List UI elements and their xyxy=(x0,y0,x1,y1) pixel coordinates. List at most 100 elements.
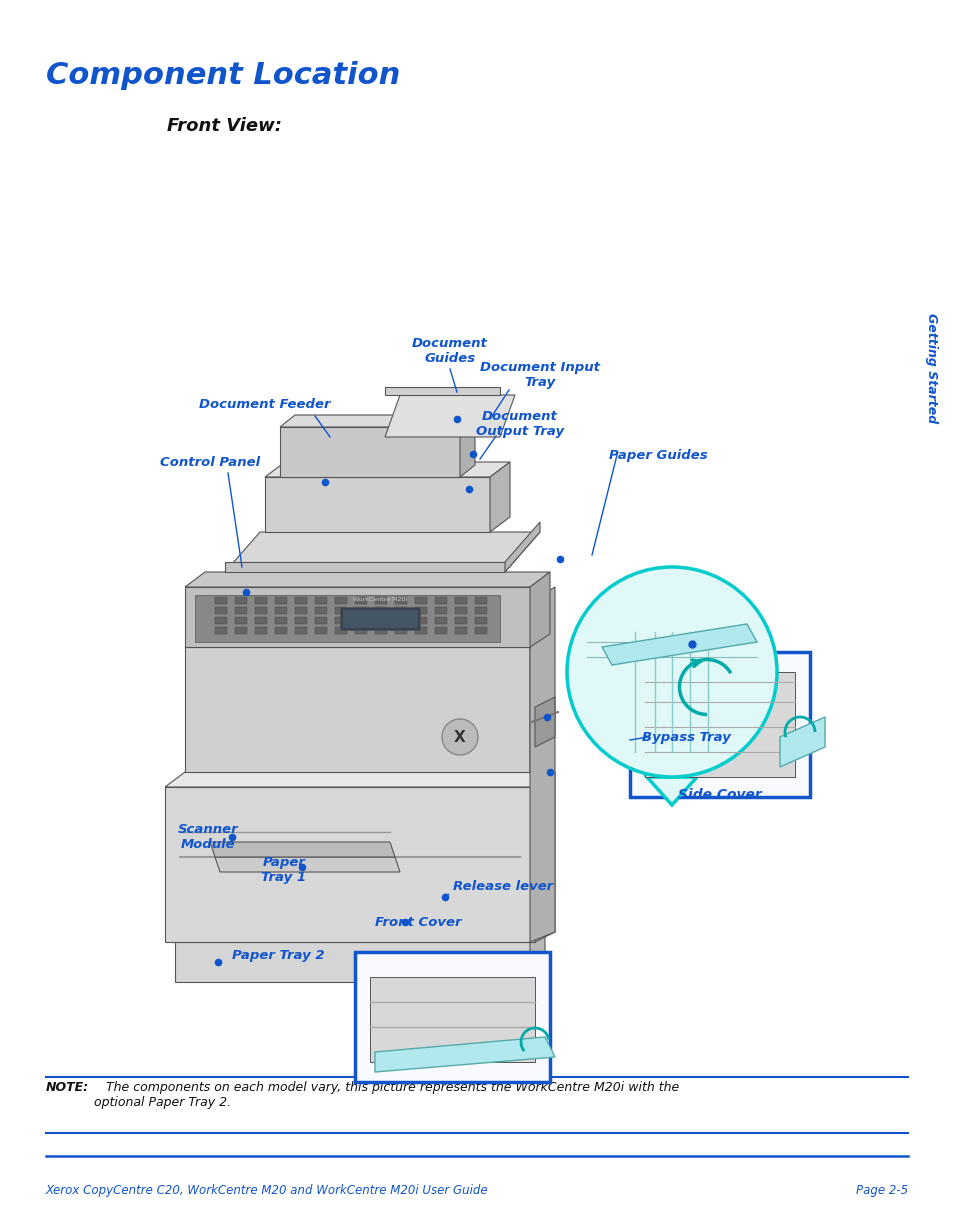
Bar xyxy=(475,617,486,625)
Polygon shape xyxy=(535,697,555,747)
Polygon shape xyxy=(185,587,530,647)
Bar xyxy=(214,627,227,634)
Text: Paper Tray 2: Paper Tray 2 xyxy=(232,948,324,962)
Bar xyxy=(375,598,387,604)
Bar xyxy=(214,598,227,604)
Bar xyxy=(355,607,367,614)
Bar xyxy=(395,627,407,634)
Bar xyxy=(274,607,287,614)
Polygon shape xyxy=(339,607,419,629)
Text: The components on each model vary, this picture represents the WorkCentre M20i w: The components on each model vary, this … xyxy=(93,1081,679,1109)
Polygon shape xyxy=(530,572,550,647)
Polygon shape xyxy=(165,772,555,787)
Bar xyxy=(475,627,486,634)
Text: Document
Guides: Document Guides xyxy=(412,337,487,364)
Bar xyxy=(214,607,227,614)
Polygon shape xyxy=(343,610,416,627)
Bar xyxy=(314,598,327,604)
Bar xyxy=(294,627,307,634)
Bar xyxy=(254,598,267,604)
Bar xyxy=(375,607,387,614)
Text: Bypass Tray: Bypass Tray xyxy=(640,730,730,744)
Polygon shape xyxy=(265,463,510,477)
Bar xyxy=(355,627,367,634)
Bar xyxy=(355,617,367,625)
Polygon shape xyxy=(459,415,475,477)
Polygon shape xyxy=(490,463,510,533)
Text: Front View:: Front View: xyxy=(167,117,282,135)
Text: Component Location: Component Location xyxy=(46,61,399,91)
Polygon shape xyxy=(535,772,555,942)
Polygon shape xyxy=(530,587,555,942)
Polygon shape xyxy=(780,717,824,767)
Bar xyxy=(314,617,327,625)
Bar xyxy=(395,607,407,614)
Bar xyxy=(355,598,367,604)
Bar xyxy=(254,607,267,614)
Polygon shape xyxy=(225,533,539,572)
Text: Page 2-5: Page 2-5 xyxy=(855,1184,907,1196)
Bar xyxy=(294,607,307,614)
Bar xyxy=(335,627,347,634)
Text: Paper
Tray 1: Paper Tray 1 xyxy=(261,856,306,883)
Polygon shape xyxy=(225,562,504,572)
Bar xyxy=(234,627,247,634)
Bar xyxy=(455,617,467,625)
Polygon shape xyxy=(644,672,794,777)
Bar xyxy=(274,617,287,625)
Bar xyxy=(415,627,427,634)
Bar xyxy=(254,617,267,625)
Bar xyxy=(475,607,486,614)
Bar xyxy=(274,627,287,634)
Bar xyxy=(475,598,486,604)
Polygon shape xyxy=(530,933,544,982)
Bar xyxy=(415,607,427,614)
Bar xyxy=(254,627,267,634)
Bar xyxy=(234,617,247,625)
Bar xyxy=(435,598,447,604)
Bar xyxy=(455,598,467,604)
Bar xyxy=(335,598,347,604)
Bar xyxy=(234,598,247,604)
Polygon shape xyxy=(504,521,539,572)
Bar xyxy=(455,607,467,614)
Text: Control Panel: Control Panel xyxy=(160,455,260,469)
Bar xyxy=(355,952,550,1082)
Polygon shape xyxy=(185,632,550,647)
Text: WorkCentre M20i: WorkCentre M20i xyxy=(353,598,407,602)
Polygon shape xyxy=(385,395,515,437)
Bar xyxy=(395,617,407,625)
Bar xyxy=(234,607,247,614)
Text: Document Feeder: Document Feeder xyxy=(199,398,331,411)
Polygon shape xyxy=(385,387,499,395)
Bar xyxy=(294,617,307,625)
Bar xyxy=(375,617,387,625)
Bar xyxy=(314,627,327,634)
Text: Paper Guides: Paper Guides xyxy=(608,449,706,461)
Text: Document Input
Tray: Document Input Tray xyxy=(479,361,599,389)
Circle shape xyxy=(566,567,776,777)
Bar xyxy=(335,617,347,625)
Text: Side Cover: Side Cover xyxy=(678,788,761,802)
Bar xyxy=(335,607,347,614)
Polygon shape xyxy=(174,933,544,942)
Polygon shape xyxy=(375,1037,555,1072)
Polygon shape xyxy=(214,856,399,872)
Bar xyxy=(435,627,447,634)
Bar xyxy=(435,607,447,614)
Bar xyxy=(314,607,327,614)
Polygon shape xyxy=(185,647,530,772)
Bar xyxy=(629,652,809,798)
Text: Getting Started: Getting Started xyxy=(923,313,937,423)
Text: Scanner
Module: Scanner Module xyxy=(177,823,238,852)
Bar xyxy=(415,617,427,625)
Polygon shape xyxy=(370,977,535,1063)
Text: NOTE:: NOTE: xyxy=(46,1081,89,1094)
Polygon shape xyxy=(646,777,697,805)
Bar xyxy=(455,627,467,634)
Circle shape xyxy=(441,719,477,755)
Polygon shape xyxy=(530,632,550,772)
Text: Release lever: Release lever xyxy=(453,881,553,893)
Bar xyxy=(274,598,287,604)
Bar xyxy=(375,627,387,634)
